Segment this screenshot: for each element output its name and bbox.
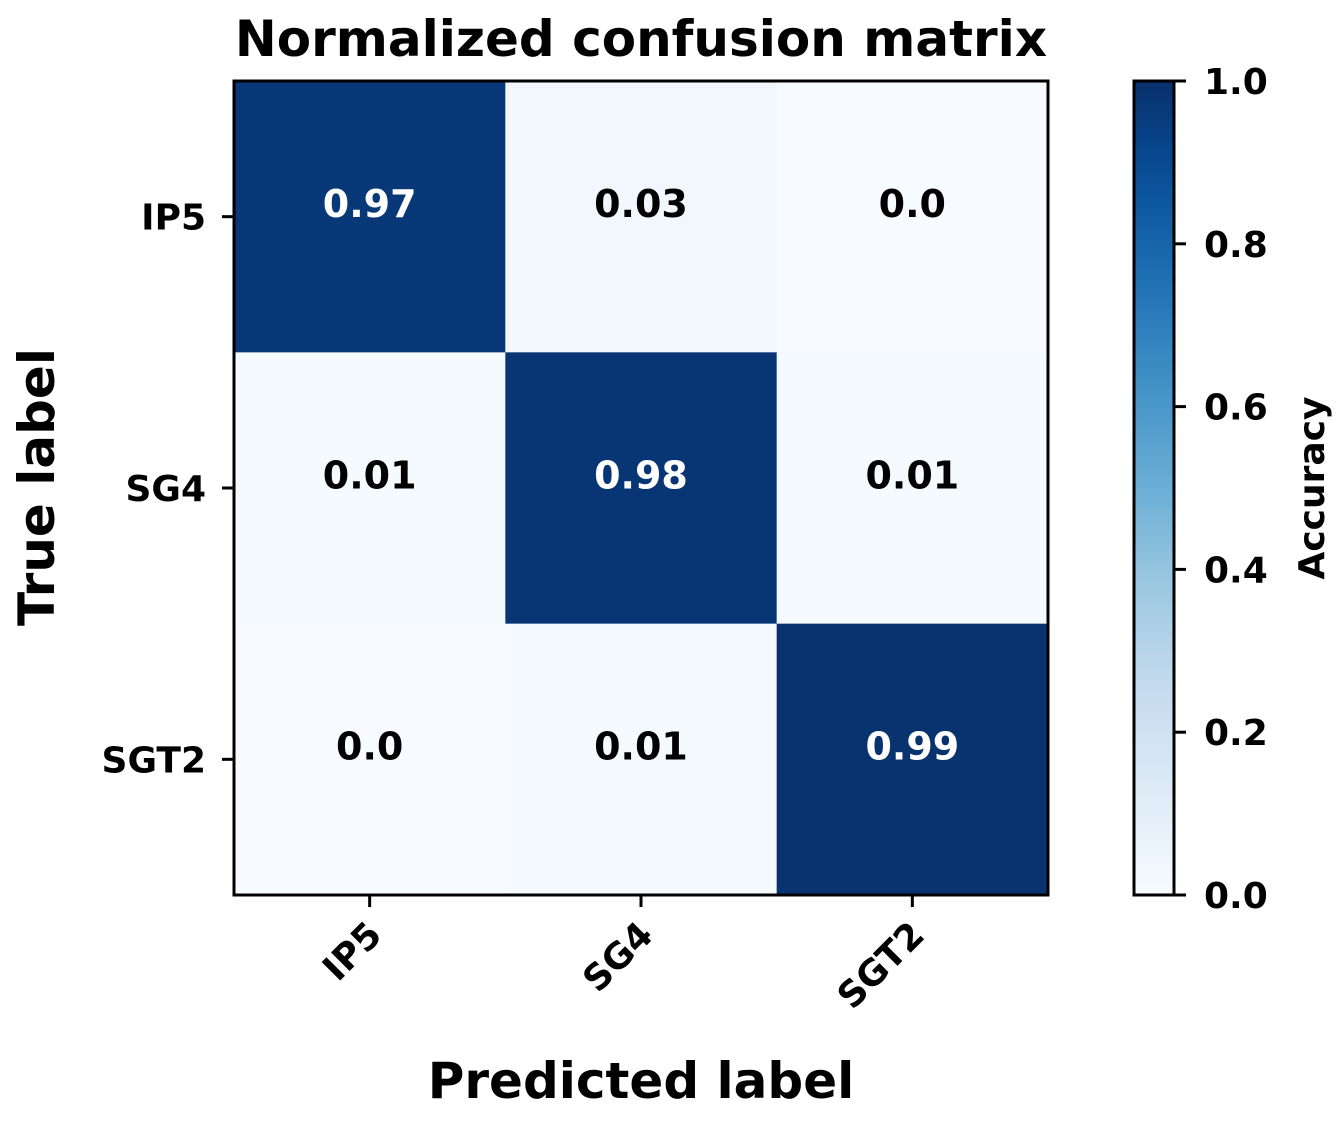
heatmap-cell xyxy=(776,81,1049,353)
heatmap-cell xyxy=(234,352,506,625)
x-tick-label: SGT2 xyxy=(830,914,933,1017)
heatmap-cell xyxy=(776,352,1049,625)
colorbar-label: Accuracy xyxy=(1292,396,1333,579)
x-tick-label: IP5 xyxy=(315,914,390,989)
heatmap-cell xyxy=(505,623,778,896)
heatmap-cell xyxy=(505,81,778,353)
cell-value-label: 0.98 xyxy=(594,453,688,497)
y-tick-label: SGT2 xyxy=(102,740,206,781)
heatmap-cell xyxy=(505,352,778,625)
cell-value-label: 0.01 xyxy=(594,725,688,769)
cell-value-label: 0.03 xyxy=(594,182,688,226)
x-axis-label: Predicted label xyxy=(428,1052,855,1110)
colorbar-tick-label: 0.0 xyxy=(1204,876,1268,917)
y-axis-label: True label xyxy=(8,348,66,626)
colorbar xyxy=(1132,79,1176,897)
cell-value-labels: 0.97 0.03 0.0 0.01 0.98 0.01 0.0 0.01 0.99 xyxy=(323,182,959,769)
cell-value-label: 0.01 xyxy=(865,453,959,497)
colorbar-tick-label: 0.4 xyxy=(1204,550,1268,591)
colorbar-ticks: 0.0 0.2 0.4 0.6 0.8 1.0 xyxy=(1174,62,1268,917)
x-axis-ticks: IP5 SG4 SGT2 xyxy=(315,895,933,1017)
chart-title: Normalized confusion matrix xyxy=(235,10,1047,68)
cell-value-label: 0.0 xyxy=(879,182,946,226)
y-tick-label: SG4 xyxy=(125,469,206,510)
colorbar-tick-label: 0.6 xyxy=(1204,388,1268,429)
heatmap-cells xyxy=(234,81,1049,896)
cell-value-label: 0.01 xyxy=(323,453,417,497)
cell-value-label: 0.97 xyxy=(323,182,417,226)
heatmap-cell xyxy=(776,623,1049,896)
y-tick-label: IP5 xyxy=(141,198,206,239)
x-tick-label: SG4 xyxy=(575,914,661,1000)
heatmap-cell xyxy=(234,81,506,353)
cell-value-label: 0.0 xyxy=(336,725,403,769)
heatmap-cell xyxy=(234,623,506,896)
y-axis-ticks: IP5 SG4 SGT2 xyxy=(102,198,234,781)
colorbar-tick-label: 1.0 xyxy=(1204,62,1268,103)
colorbar-tick-label: 0.8 xyxy=(1204,225,1268,266)
colorbar-tick-label: 0.2 xyxy=(1204,713,1268,754)
cell-value-label: 0.99 xyxy=(865,725,959,769)
